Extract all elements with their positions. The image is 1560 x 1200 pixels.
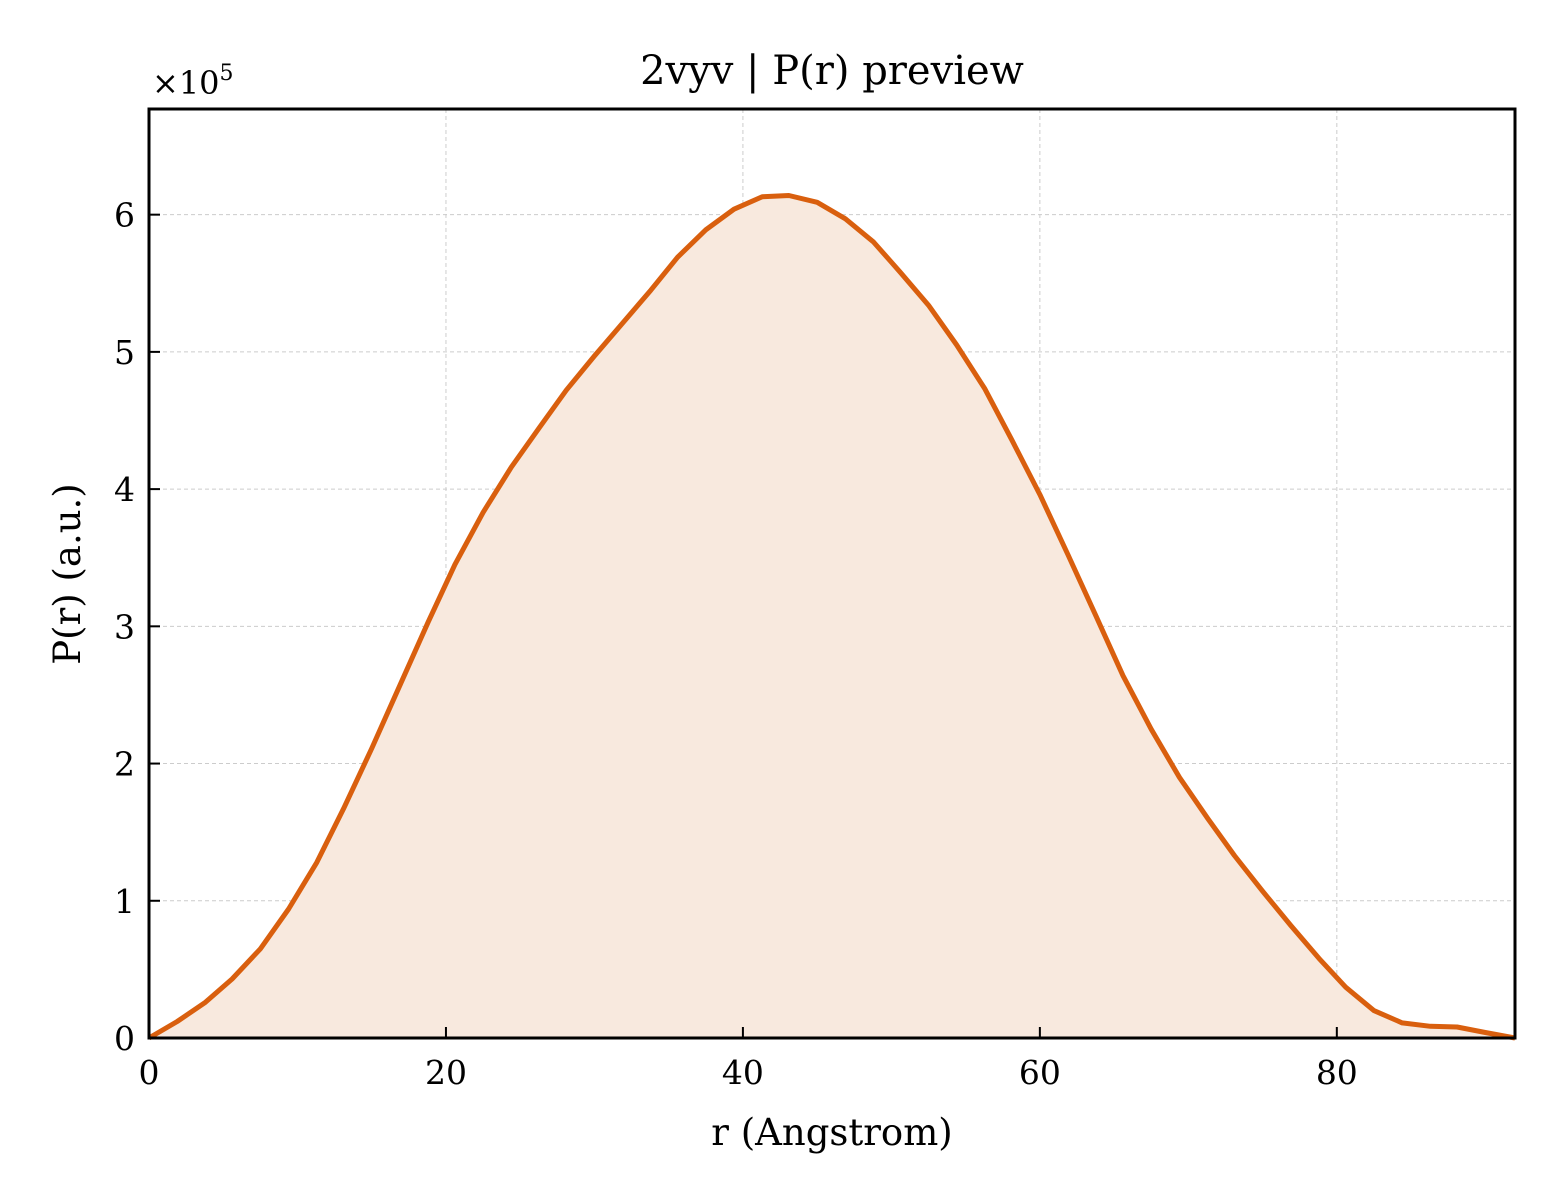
area-fill	[149, 195, 1515, 1038]
y-tick-label: 4	[114, 470, 135, 509]
x-tick-label: 0	[139, 1053, 160, 1092]
y-tick-label: 6	[114, 196, 135, 235]
y-axis-label: P(r) (a.u.)	[46, 483, 89, 665]
x-tick-label: 60	[1019, 1053, 1061, 1092]
tick-layer: 0 20 40 60 80 0 1 2 3 4 5 6	[114, 196, 1358, 1092]
y-tick-label: 3	[114, 607, 135, 646]
chart-title: 2vyv | P(r) preview	[640, 48, 1024, 94]
series-line	[147, 193, 1516, 1041]
y-offset-label: ×105	[152, 61, 234, 102]
y-offset-base: ×10	[152, 64, 220, 102]
y-offset-exponent: 5	[220, 61, 234, 86]
x-tick-label: 80	[1316, 1053, 1358, 1092]
x-axis-label: r (Angstrom)	[711, 1111, 952, 1154]
x-tick-label: 40	[722, 1053, 764, 1092]
y-tick-label: 5	[114, 333, 135, 372]
y-tick-label: 0	[114, 1019, 135, 1058]
x-tick-label: 20	[425, 1053, 467, 1092]
y-tick-label: 1	[114, 882, 135, 921]
y-tick-label: 2	[114, 745, 135, 784]
plot-frame	[147, 107, 1517, 1040]
